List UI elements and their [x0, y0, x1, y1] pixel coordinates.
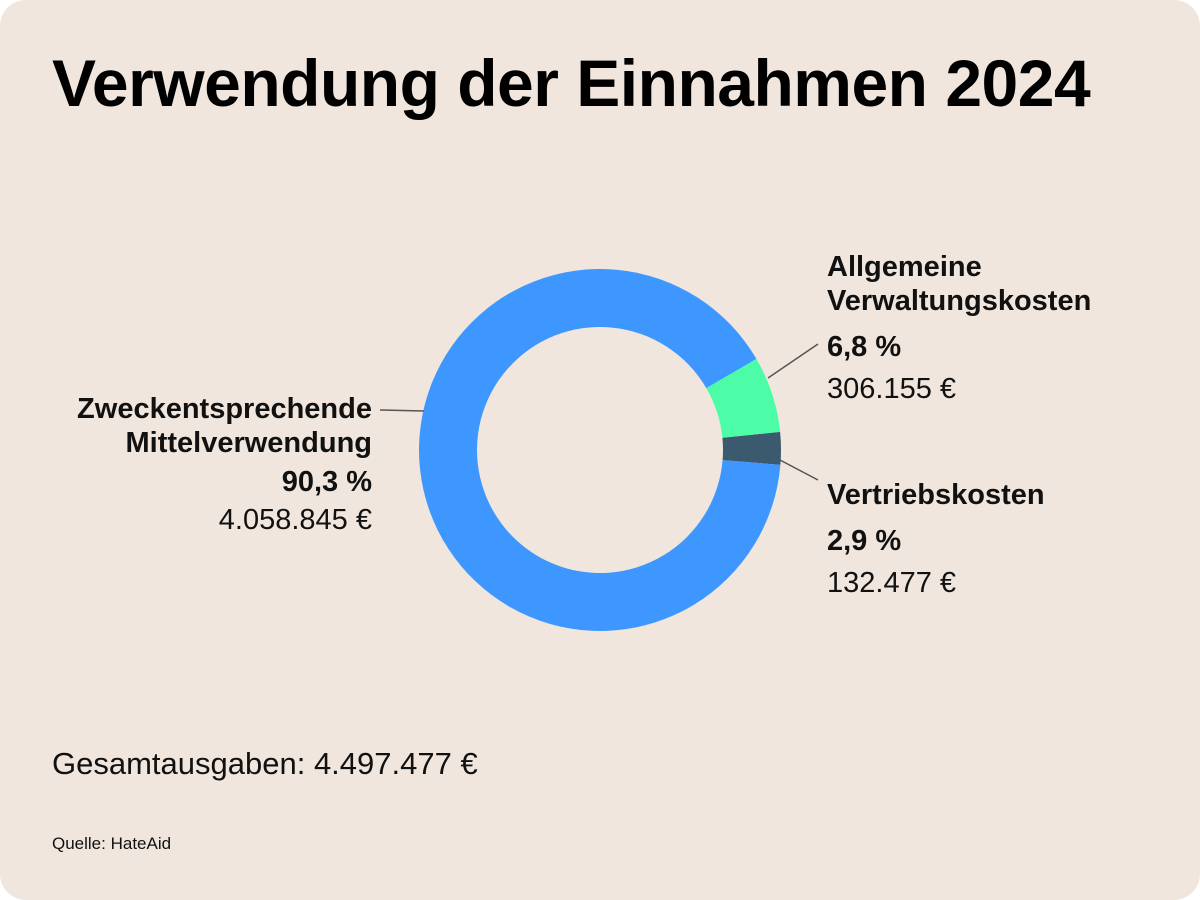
source-note: Quelle: HateAid — [52, 834, 172, 853]
slice-percent: 2,9 % — [827, 525, 902, 557]
slice-name-line: Allgemeine — [827, 251, 982, 283]
slice-name-line: Mittelverwendung — [125, 427, 372, 459]
slice-vertriebskosten — [722, 431, 781, 465]
leader-line-mittelverwendung — [379, 409, 425, 412]
slice-name-line: Vertriebskosten — [827, 479, 1045, 511]
leader-lines — [379, 343, 819, 481]
slice-mittelverwendung — [418, 268, 781, 631]
slice-percent: 6,8 % — [827, 331, 902, 363]
slice-label-verwaltungskosten: Allgemeine Verwaltungskosten 6,8 % 306.1… — [827, 250, 1167, 406]
slice-label-vertriebskosten: Vertriebskosten 2,9 % 132.477 € — [827, 478, 1167, 600]
leader-line-verwaltungskosten — [767, 343, 819, 379]
slice-amount: 132.477 € — [827, 567, 957, 599]
leader-line-vertriebskosten — [779, 459, 819, 481]
slice-percent: 90,3 % — [281, 466, 372, 498]
slice-name-line: Verwaltungskosten — [827, 285, 1092, 317]
slice-name-line: Zweckentsprechende — [77, 393, 372, 425]
total-expenses: Gesamtausgaben: 4.497.477 € — [52, 746, 478, 781]
slice-label-mittelverwendung: Zweckentsprechende Mittelverwendung 90,3… — [32, 392, 372, 537]
slice-amount: 4.058.845 € — [218, 504, 372, 536]
donut-slices — [418, 268, 781, 631]
slice-verwaltungskosten — [706, 358, 781, 438]
chart-title: Verwendung der Einnahmen 2024 — [52, 46, 1091, 120]
slice-amount: 306.155 € — [827, 373, 957, 405]
